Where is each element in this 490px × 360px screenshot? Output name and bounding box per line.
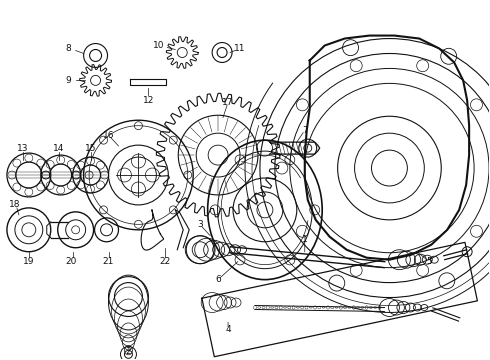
Text: 21: 21 xyxy=(103,257,114,266)
Text: 19: 19 xyxy=(23,257,35,266)
Text: 16: 16 xyxy=(103,131,114,140)
Text: 11: 11 xyxy=(234,44,246,53)
Text: 22: 22 xyxy=(160,257,171,266)
Text: 17: 17 xyxy=(222,98,234,107)
Text: 18: 18 xyxy=(9,201,21,210)
Text: 3: 3 xyxy=(197,220,203,229)
Text: 14: 14 xyxy=(53,144,64,153)
Text: 1: 1 xyxy=(302,235,308,244)
Text: 8: 8 xyxy=(66,44,72,53)
Text: 7: 7 xyxy=(302,126,308,135)
Text: 13: 13 xyxy=(17,144,28,153)
Text: 10: 10 xyxy=(152,41,164,50)
Text: 6: 6 xyxy=(215,275,221,284)
Text: 4: 4 xyxy=(225,325,231,334)
Text: 12: 12 xyxy=(143,96,154,105)
Text: 9: 9 xyxy=(66,76,72,85)
Text: 15: 15 xyxy=(85,144,97,153)
Text: 5: 5 xyxy=(426,257,432,266)
Text: 20: 20 xyxy=(65,257,76,266)
Text: 2: 2 xyxy=(125,347,131,356)
